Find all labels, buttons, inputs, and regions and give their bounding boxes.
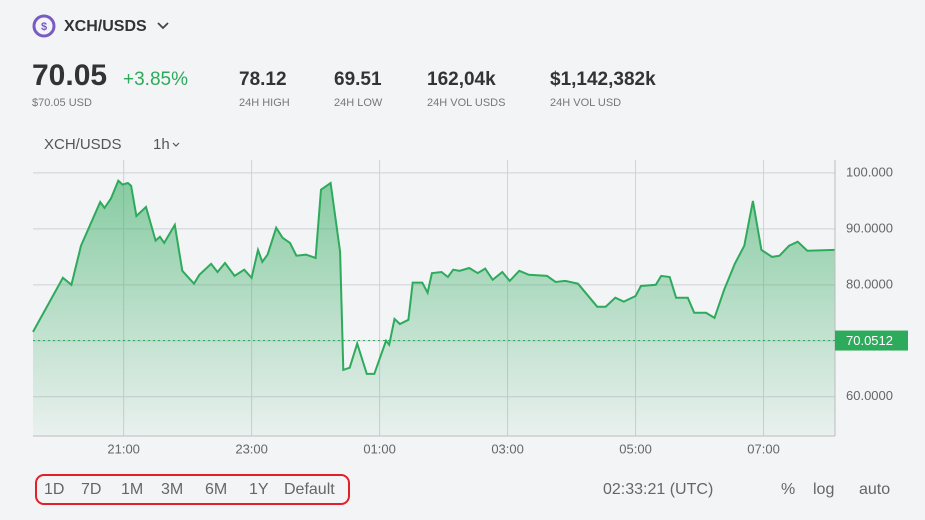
stat-label: 24H VOL USD <box>550 97 621 109</box>
range-button[interactable]: 6M <box>205 481 227 498</box>
scale-option[interactable]: log <box>813 481 834 498</box>
symbol[interactable]: XCH/USDS <box>44 136 122 153</box>
coin-icon-glyph: $ <box>41 21 47 33</box>
scale-option[interactable]: % <box>781 481 795 498</box>
stats: 78.12 24H HIGH 69.51 24H LOW 162,04k 24H VOL … <box>239 69 656 109</box>
pair-selector[interactable]: XCH/USDS <box>64 18 147 35</box>
stat-label: 24H LOW <box>334 97 383 109</box>
x-tick-label: 07:00 <box>747 441 780 456</box>
x-tick-label: 03:00 <box>491 441 524 456</box>
x-tick-label: 23:00 <box>235 441 268 456</box>
range-button[interactable]: 1D <box>44 481 64 498</box>
footer: 1D 7D 1M 3M 6M 1Y Default 02:33:21 (UTC)% log aut… <box>44 481 890 498</box>
stat-label: 24H VOL USDS <box>427 97 505 109</box>
price-line <box>32 179 836 375</box>
area <box>33 180 835 436</box>
last-price-label: 70.0512 <box>846 333 893 348</box>
chevron[interactable] <box>157 22 169 30</box>
y-tick-label: 60.0000 <box>846 388 893 403</box>
last-price-tag <box>835 330 908 351</box>
scale-option[interactable]: auto <box>859 481 890 498</box>
y-tick-label: 80.0000 <box>846 276 893 291</box>
range-button[interactable]: 7D <box>81 481 101 498</box>
stat-value: 78.12 <box>239 69 287 90</box>
range-button[interactable]: Default <box>284 481 335 498</box>
chevron[interactable] <box>172 142 180 147</box>
interval[interactable]: 1h <box>153 136 170 153</box>
range-button[interactable]: 3M <box>161 481 183 498</box>
clock: 02:33:21 (UTC) <box>603 481 713 498</box>
stat-label: 24H HIGH <box>239 97 290 109</box>
stat-value: 69.51 <box>334 69 382 90</box>
range-button[interactable]: 1M <box>121 481 143 498</box>
chart: 100.00090.000080.000070.000060.000021:00… <box>32 160 908 456</box>
range-button[interactable]: 1Y <box>249 481 269 498</box>
change: +3.85% <box>123 69 188 90</box>
x-tick-label: 05:00 <box>619 441 652 456</box>
price: 70.05 <box>32 59 107 92</box>
stat-value: 162,04k <box>427 69 496 90</box>
stat-value: $1,142,382k <box>550 69 656 90</box>
coin-icon <box>32 14 56 38</box>
y-tick-label: 100.000 <box>846 164 893 179</box>
x-tick-label: 01:00 <box>363 441 396 456</box>
x-tick-label: 21:00 <box>107 441 140 456</box>
price-usd: $70.05 USD <box>32 97 92 109</box>
highlight-box <box>35 474 350 505</box>
y-tick-label: 90.0000 <box>846 220 893 235</box>
